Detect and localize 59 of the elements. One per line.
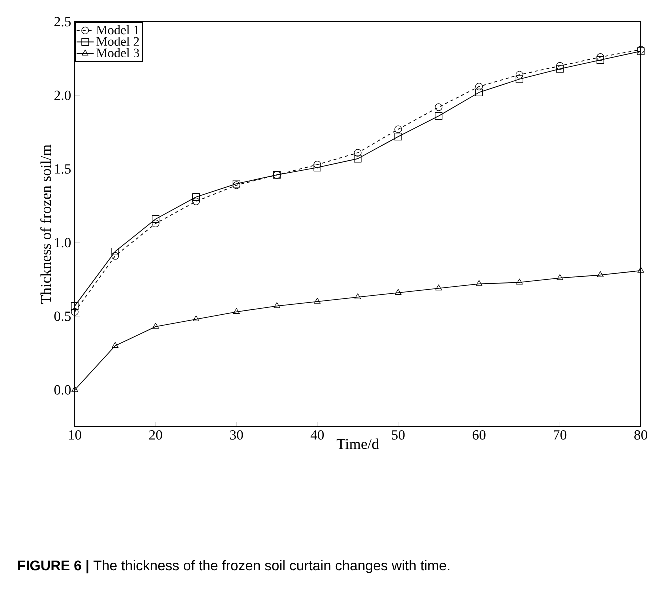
text: FIGURE 6 | The thickness of the frozen soil curtain changes with time.	[18, 560, 450, 574]
legend-label: Model 2	[96, 36, 140, 46]
point	[192, 193, 200, 202]
x-tick-label: 40	[310, 430, 324, 440]
x-tick-label: 50	[392, 430, 405, 440]
point	[638, 267, 644, 273]
point	[72, 386, 78, 392]
point	[354, 149, 362, 157]
point	[354, 155, 362, 163]
point	[516, 278, 524, 285]
y-tick-label: 2.5	[54, 17, 71, 27]
point	[152, 220, 160, 228]
point	[192, 198, 200, 206]
point	[112, 248, 120, 256]
y-tick-label: 0.0	[54, 385, 71, 395]
point	[435, 112, 443, 120]
x-tick-label: 80	[634, 430, 648, 440]
point	[556, 62, 564, 70]
point	[556, 65, 564, 73]
point	[152, 216, 160, 224]
x-tick-label: 10	[69, 430, 82, 440]
point	[516, 71, 524, 79]
point	[192, 316, 200, 322]
point	[394, 126, 402, 134]
point	[394, 133, 402, 141]
y-tick-label: 0.5	[54, 312, 71, 322]
point	[596, 54, 604, 62]
legend-label: Model 3	[96, 48, 140, 58]
point	[395, 289, 402, 296]
y-tick-label: 1.0	[55, 238, 71, 248]
point	[435, 104, 443, 112]
point	[112, 252, 120, 260]
legend-label: Model 1	[96, 25, 140, 35]
point	[314, 164, 322, 172]
x-tick-label: 60	[472, 430, 486, 440]
point	[556, 274, 564, 280]
point	[354, 294, 362, 300]
point	[314, 161, 322, 169]
point	[152, 323, 160, 329]
x-tick-label: 20	[150, 430, 162, 440]
point	[516, 76, 524, 84]
point	[71, 308, 79, 316]
point	[314, 298, 321, 304]
point	[476, 82, 484, 91]
point	[596, 56, 604, 64]
y-tick-label: 1.5	[55, 164, 71, 174]
point	[71, 302, 79, 310]
point	[436, 284, 442, 291]
y-axis-title: Thickness of frozen soil/m	[40, 144, 52, 304]
point	[274, 302, 280, 308]
point	[476, 88, 484, 96]
point	[476, 280, 483, 286]
x-tick-label: 70	[554, 430, 567, 440]
point	[112, 342, 119, 348]
point	[597, 272, 604, 278]
x-axis-title: Time/d	[336, 438, 380, 450]
point	[233, 308, 240, 314]
y-tick-label: 2.0	[54, 90, 71, 100]
x-tick-label: 30	[230, 430, 244, 440]
